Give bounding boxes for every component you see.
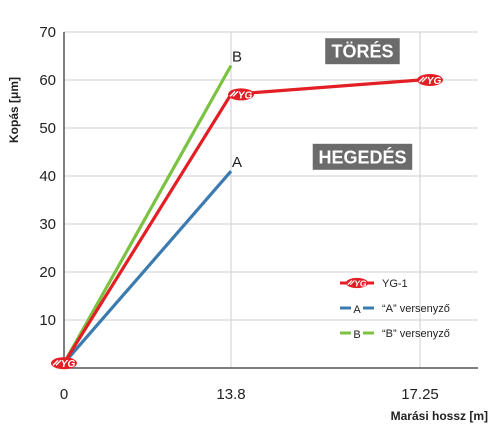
annotations: TÖRÉS HEGEDÉS bbox=[312, 38, 413, 170]
y-tick-label: 40 bbox=[39, 168, 56, 185]
legend-entry: B “B” versenyző bbox=[340, 325, 450, 341]
grid bbox=[64, 31, 478, 368]
legend-label: “A” versenyző bbox=[382, 303, 450, 315]
series-line-2 bbox=[62, 64, 233, 364]
logo-text: YG bbox=[61, 359, 76, 370]
series-end-label: B bbox=[232, 49, 242, 66]
badge-background bbox=[312, 143, 413, 170]
yg1-logo-marker: YG bbox=[228, 88, 254, 101]
x-tick-label: 17.25 bbox=[401, 386, 439, 403]
annotation-badge: TÖRÉS bbox=[325, 38, 400, 65]
legend-label: YG-1 bbox=[382, 278, 408, 290]
x-tick-label: 13.8 bbox=[216, 386, 245, 403]
legend: YG YG-1 A “A” versenyző B “B” versenyző bbox=[340, 277, 450, 341]
legend-swatch-letter: B bbox=[353, 329, 360, 341]
logo-stripes bbox=[229, 90, 239, 97]
logo-text: YG bbox=[238, 90, 253, 101]
y-tick-label: 70 bbox=[39, 24, 56, 41]
badge-background bbox=[325, 38, 400, 65]
annotation-badge: HEGEDÉS bbox=[312, 143, 413, 170]
legend-label: “B” versenyző bbox=[382, 328, 450, 340]
logo-stripes bbox=[52, 359, 62, 366]
legend-swatch-gap bbox=[351, 300, 363, 316]
yg1-logo-marker: YG bbox=[51, 357, 77, 370]
legend-swatch-gap bbox=[351, 325, 363, 341]
x-tick-label: 0 bbox=[60, 386, 68, 403]
badge-label: TÖRÉS bbox=[331, 41, 393, 62]
yg1-logo-marker: YG bbox=[417, 74, 443, 87]
series-end-label: A bbox=[232, 154, 242, 171]
y-tick-label: 20 bbox=[39, 264, 56, 281]
axes: 10 20 30 40 50 60 70 0 13.8 17.25 bbox=[39, 24, 478, 403]
yg1-logo-marker: YG bbox=[345, 277, 369, 288]
y-tick-label: 30 bbox=[39, 216, 56, 233]
legend-entry: YG YG-1 bbox=[340, 277, 408, 290]
legend-swatch-letter: A bbox=[353, 304, 361, 316]
series-line-1 bbox=[62, 170, 233, 365]
y-tick-label: 10 bbox=[39, 312, 56, 329]
legend-entry: A “A” versenyző bbox=[340, 300, 450, 316]
badge-label: HEGEDÉS bbox=[318, 146, 406, 167]
logo-stripes bbox=[347, 280, 355, 286]
logo-stripes bbox=[418, 76, 428, 83]
logo-text: YG bbox=[354, 278, 367, 288]
x-axis-title: Marási hossz [m] bbox=[391, 409, 488, 423]
logo-text: YG bbox=[427, 76, 442, 87]
series: A B YG YG YG bbox=[51, 49, 443, 370]
y-tick-label: 50 bbox=[39, 120, 56, 137]
series-line-0 bbox=[62, 78, 421, 365]
y-axis-title: Kopás [μm] bbox=[7, 77, 21, 143]
y-tick-label: 60 bbox=[39, 72, 56, 89]
